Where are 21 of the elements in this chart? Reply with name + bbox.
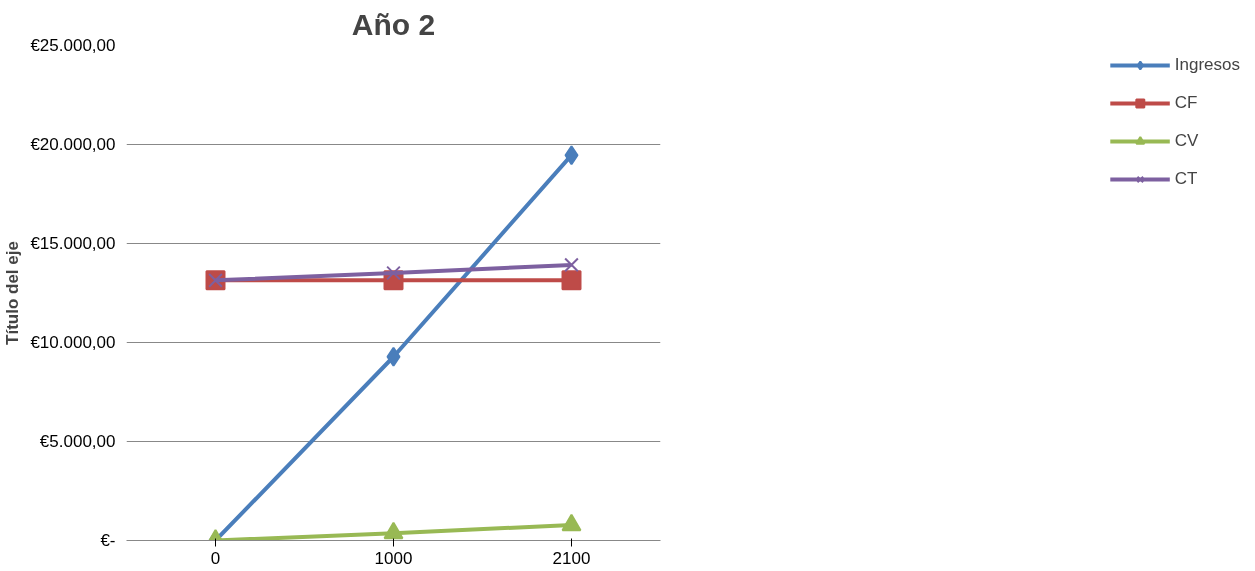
y-axis-title: Título del eje [3, 241, 23, 345]
y-tick-label: €20.000,00 [30, 135, 116, 154]
y-tick-label: €15.000,00 [30, 234, 116, 253]
point [564, 257, 579, 273]
y-tick-label: €25.000,00 [30, 36, 116, 55]
point [561, 270, 582, 291]
legend-label: CV [1174, 131, 1199, 151]
legend-label: CT [1174, 169, 1198, 189]
x-tick-label: 0 [210, 548, 221, 568]
x-tick-label: 2100 [552, 548, 591, 568]
legend-label: Ingresos [1174, 55, 1240, 75]
point [564, 145, 579, 166]
y-tick-label: €5.000,00 [39, 432, 116, 451]
x-tick-label: 1000 [374, 548, 413, 568]
chart-title: Año 2 [351, 7, 436, 41]
point [561, 513, 582, 532]
legend-label: CF [1174, 93, 1198, 113]
point [386, 346, 401, 367]
y-tick-label: €- [100, 531, 116, 550]
y-tick-label: €10.000,00 [30, 333, 116, 352]
point [383, 521, 404, 540]
